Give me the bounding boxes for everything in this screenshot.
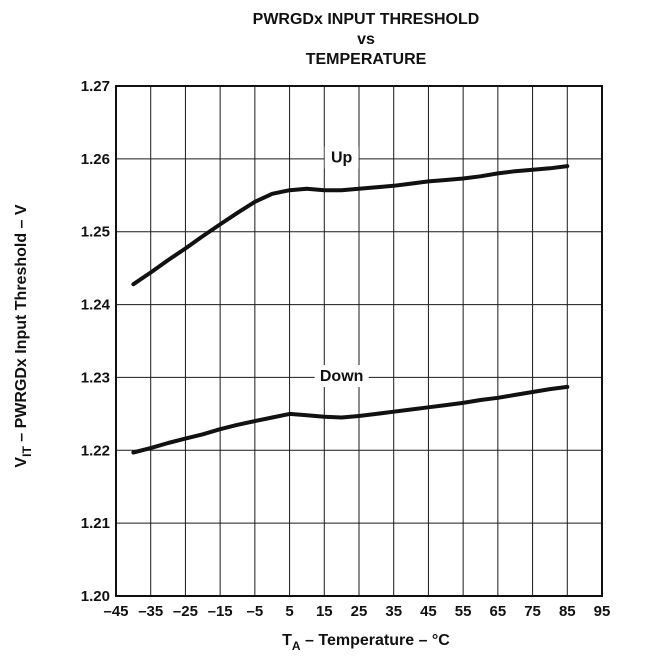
x-tick-label: –25 — [173, 603, 198, 620]
plot-frame — [115, 85, 603, 597]
chart-title: PWRGDx INPUT THRESHOLD vs TEMPERATURE — [253, 11, 480, 68]
x-tick-label: 95 — [594, 603, 611, 620]
y-axis-label-main: V — [13, 457, 30, 468]
y-axis-label-sub: IT — [20, 446, 34, 457]
x-tick-label: 45 — [420, 603, 437, 620]
x-tick-label: 35 — [385, 603, 402, 620]
x-tick-label: 55 — [455, 603, 472, 620]
series-line-up — [131, 164, 570, 287]
y-axis-label-rest: – PWRGDx Input Threshold – V — [13, 204, 30, 446]
x-tick-label: 75 — [524, 603, 541, 620]
series-label-up: Up — [331, 150, 353, 167]
series-label-bg-down — [314, 365, 369, 388]
y-tick-labels: 1.20 1.21 1.22 1.23 1.24 1.25 1.26 1.27 — [81, 78, 111, 605]
y-axis-label: VIT – PWRGDx Input Threshold – V — [13, 204, 34, 467]
x-tick-label: –35 — [138, 603, 163, 620]
y-tick-label: 1.25 — [81, 224, 110, 241]
x-axis-label: TA – Temperature – °C — [282, 632, 450, 653]
y-tick-label: 1.21 — [81, 515, 110, 532]
y-tick-label: 1.24 — [81, 297, 111, 314]
chart-title-line-1: PWRGDx INPUT THRESHOLD — [253, 11, 480, 28]
x-tick-label: –5 — [247, 603, 264, 620]
x-tick-label: 25 — [351, 603, 368, 620]
chart-title-line-3: TEMPERATURE — [306, 51, 427, 68]
x-tick-label: 5 — [285, 603, 293, 620]
x-axis-label-main: T — [282, 632, 292, 649]
x-tick-label: 15 — [316, 603, 333, 620]
x-tick-label: 65 — [490, 603, 507, 620]
y-tick-label: 1.22 — [81, 442, 110, 459]
y-tick-label: 1.27 — [81, 78, 110, 95]
x-tick-label: –15 — [208, 603, 233, 620]
series-line-down — [131, 384, 570, 455]
grid-lines — [116, 86, 602, 596]
x-tick-label: 85 — [559, 603, 576, 620]
x-tick-label: –45 — [103, 603, 128, 620]
x-axis-label-sub: A — [292, 639, 301, 653]
series-label-down: Down — [320, 368, 364, 385]
x-tick-labels: –45 –35 –25 –15 –5 5 15 25 35 45 55 65 75 85 95 — [103, 603, 610, 620]
series-lines — [131, 164, 570, 455]
y-tick-label: 1.23 — [81, 369, 110, 386]
y-tick-label: 1.20 — [81, 588, 110, 605]
series-labels: Up Down — [314, 146, 369, 388]
chart-title-line-2: vs — [357, 31, 375, 48]
series-label-bg-up — [324, 146, 359, 169]
x-axis-label-rest: – Temperature – °C — [301, 632, 451, 649]
y-tick-label: 1.26 — [81, 151, 110, 168]
